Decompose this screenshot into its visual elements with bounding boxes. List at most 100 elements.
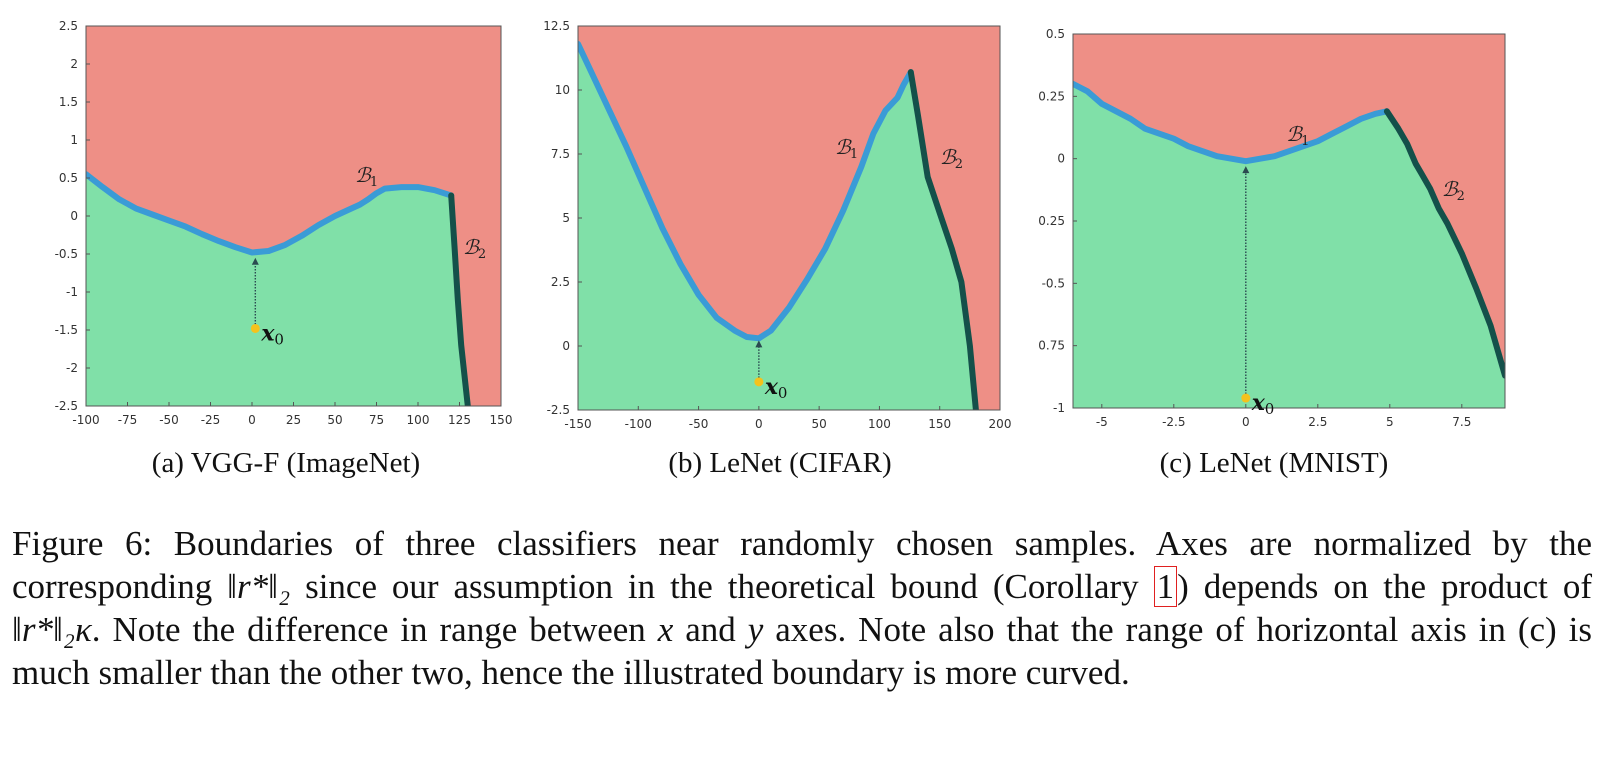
arrow-head: [1242, 166, 1250, 174]
region-class-b: [578, 43, 976, 410]
y-tick-label: 2.5: [551, 275, 570, 289]
x-tick-label: -25: [201, 413, 221, 427]
subcaption: (b) LeNet (CIFAR): [668, 447, 891, 479]
x-tick-label: -150: [564, 417, 591, 431]
x-tick-label: 0: [248, 413, 256, 427]
x-tick-label: 0: [755, 417, 763, 431]
sample-point-subscript: 0: [1265, 400, 1275, 418]
boundary-2-label: ℬ: [1442, 177, 1459, 201]
sample-point-label: x: [1251, 390, 1266, 416]
y-tick-label: -0.5: [1042, 276, 1065, 290]
y-tick-label: 0.5: [1046, 27, 1065, 41]
caption-part2: since our assumption in the theoretical …: [290, 567, 1154, 606]
boundary-2-label-subscript: 2: [1457, 189, 1465, 204]
x-tick-label: 50: [327, 413, 342, 427]
region-class-b: [1073, 83, 1505, 408]
y-tick-label: -1.5: [55, 323, 78, 337]
x-tick-label: 50: [812, 417, 827, 431]
boundary-1-label: ℬ: [835, 135, 852, 159]
y-tick-label: -2.5: [55, 399, 78, 413]
y-tick-label: 0.5: [59, 171, 78, 185]
x-tick-label: 25: [286, 413, 301, 427]
subcaption-text: VGG-F (ImageNet): [191, 447, 421, 479]
caption-var-y: y: [747, 610, 764, 649]
caption-part1: Figure 6: Boundaries of three classifier…: [12, 524, 1592, 606]
boundary-1-label-subscript: 1: [850, 147, 858, 162]
sample-point-label: x: [764, 374, 779, 400]
y-tick-label: 10: [555, 83, 570, 97]
sample-point-subscript: 0: [274, 330, 284, 348]
y-tick-label: -2.5: [547, 403, 570, 417]
x-tick-label: -5: [1096, 415, 1108, 429]
sample-point: [754, 377, 764, 387]
y-tick-label: 0: [562, 339, 570, 353]
y-tick-label: -2: [66, 361, 78, 375]
subcaption-tag: (c): [1160, 447, 1199, 479]
boundary-2-label-subscript: 2: [955, 157, 963, 172]
subcaption: (c) LeNet (MNIST): [1160, 447, 1389, 479]
boundary-1-line: [86, 171, 455, 256]
y-tick-label: 1: [70, 133, 78, 147]
x-tick-label: -75: [118, 413, 138, 427]
caption-norm2: ‖r*‖₂κ: [12, 610, 92, 649]
x-tick-label: -50: [689, 417, 709, 431]
y-tick-label: 0.25: [1038, 214, 1065, 228]
corollary-ref-link[interactable]: 1: [1153, 566, 1178, 607]
boundary-2-label: ℬ: [463, 235, 480, 259]
arrow-head: [755, 340, 763, 348]
caption-norm1: ‖r*‖₂: [227, 567, 291, 606]
subcaption: (a) VGG-F (ImageNet): [152, 447, 420, 479]
y-tick-label: -1: [1053, 401, 1065, 415]
y-tick-label: 0.75: [1038, 339, 1065, 353]
x-tick-label: -100: [625, 417, 652, 431]
x-tick-label: 200: [989, 417, 1012, 431]
boundary-1-label-subscript: 1: [370, 175, 378, 190]
y-tick-label: 7.5: [551, 147, 570, 161]
boundary-2-line: [1383, 108, 1505, 379]
y-tick-label: 2.5: [59, 19, 78, 33]
x-tick-label: 7.5: [1452, 415, 1471, 429]
subcaption-text: LeNet (MNIST): [1199, 447, 1388, 479]
y-tick-label: -1: [66, 285, 78, 299]
y-tick-label: 0.25: [1038, 89, 1065, 103]
x-tick-label: 75: [369, 413, 384, 427]
sample-point-subscript: 0: [778, 384, 788, 402]
subcaption-tag: (a): [152, 447, 191, 479]
sample-point: [250, 323, 260, 333]
region-class-b: [86, 174, 468, 406]
x-tick-label: 150: [928, 417, 951, 431]
figure-panels: -100 -75 -50 -25 0 25 50 75 100 125 1502.521.510.5…: [55, 19, 1506, 479]
x-tick-label: 2.5: [1308, 415, 1327, 429]
boundary-2-line: [907, 69, 979, 410]
x-tick-label: 100: [407, 413, 430, 427]
x-tick-label: 0: [1242, 415, 1250, 429]
x-tick-label: 5: [1386, 415, 1394, 429]
y-tick-label: -0.5: [55, 247, 78, 261]
sample-point-label: x: [260, 320, 275, 346]
y-tick-label: 1.5: [59, 95, 78, 109]
x-tick-label: 125: [448, 413, 471, 427]
subcaption-text: LeNet (CIFAR): [709, 447, 891, 479]
boundary-1-label-subscript: 1: [1301, 134, 1309, 149]
x-tick-label: 100: [868, 417, 891, 431]
subcaption-tag: (b): [668, 447, 709, 479]
boundary-1-label: ℬ: [1286, 122, 1303, 146]
y-tick-label: 12.5: [543, 19, 570, 33]
boundary-1-line: [578, 40, 914, 342]
boundary-1-label: ℬ: [355, 163, 372, 187]
y-tick-label: 2: [70, 57, 78, 71]
x-tick-label: -50: [159, 413, 179, 427]
x-tick-label: -100: [72, 413, 99, 427]
y-tick-label: 0: [70, 209, 78, 223]
y-tick-label: 0: [1057, 152, 1065, 166]
boundary-1-line: [1073, 80, 1390, 165]
boundary-2-line: [448, 192, 471, 406]
caption-part5: and: [673, 610, 748, 649]
panel-2: -150 -100 -50 0 50 100 150 20012.5107.552.50-2.…: [543, 19, 1011, 479]
sample-point: [1241, 393, 1251, 403]
x-tick-label: -2.5: [1162, 415, 1185, 429]
arrow-head: [251, 257, 259, 265]
boundary-2-label-subscript: 2: [478, 247, 486, 262]
boundary-2-label: ℬ: [940, 145, 957, 169]
